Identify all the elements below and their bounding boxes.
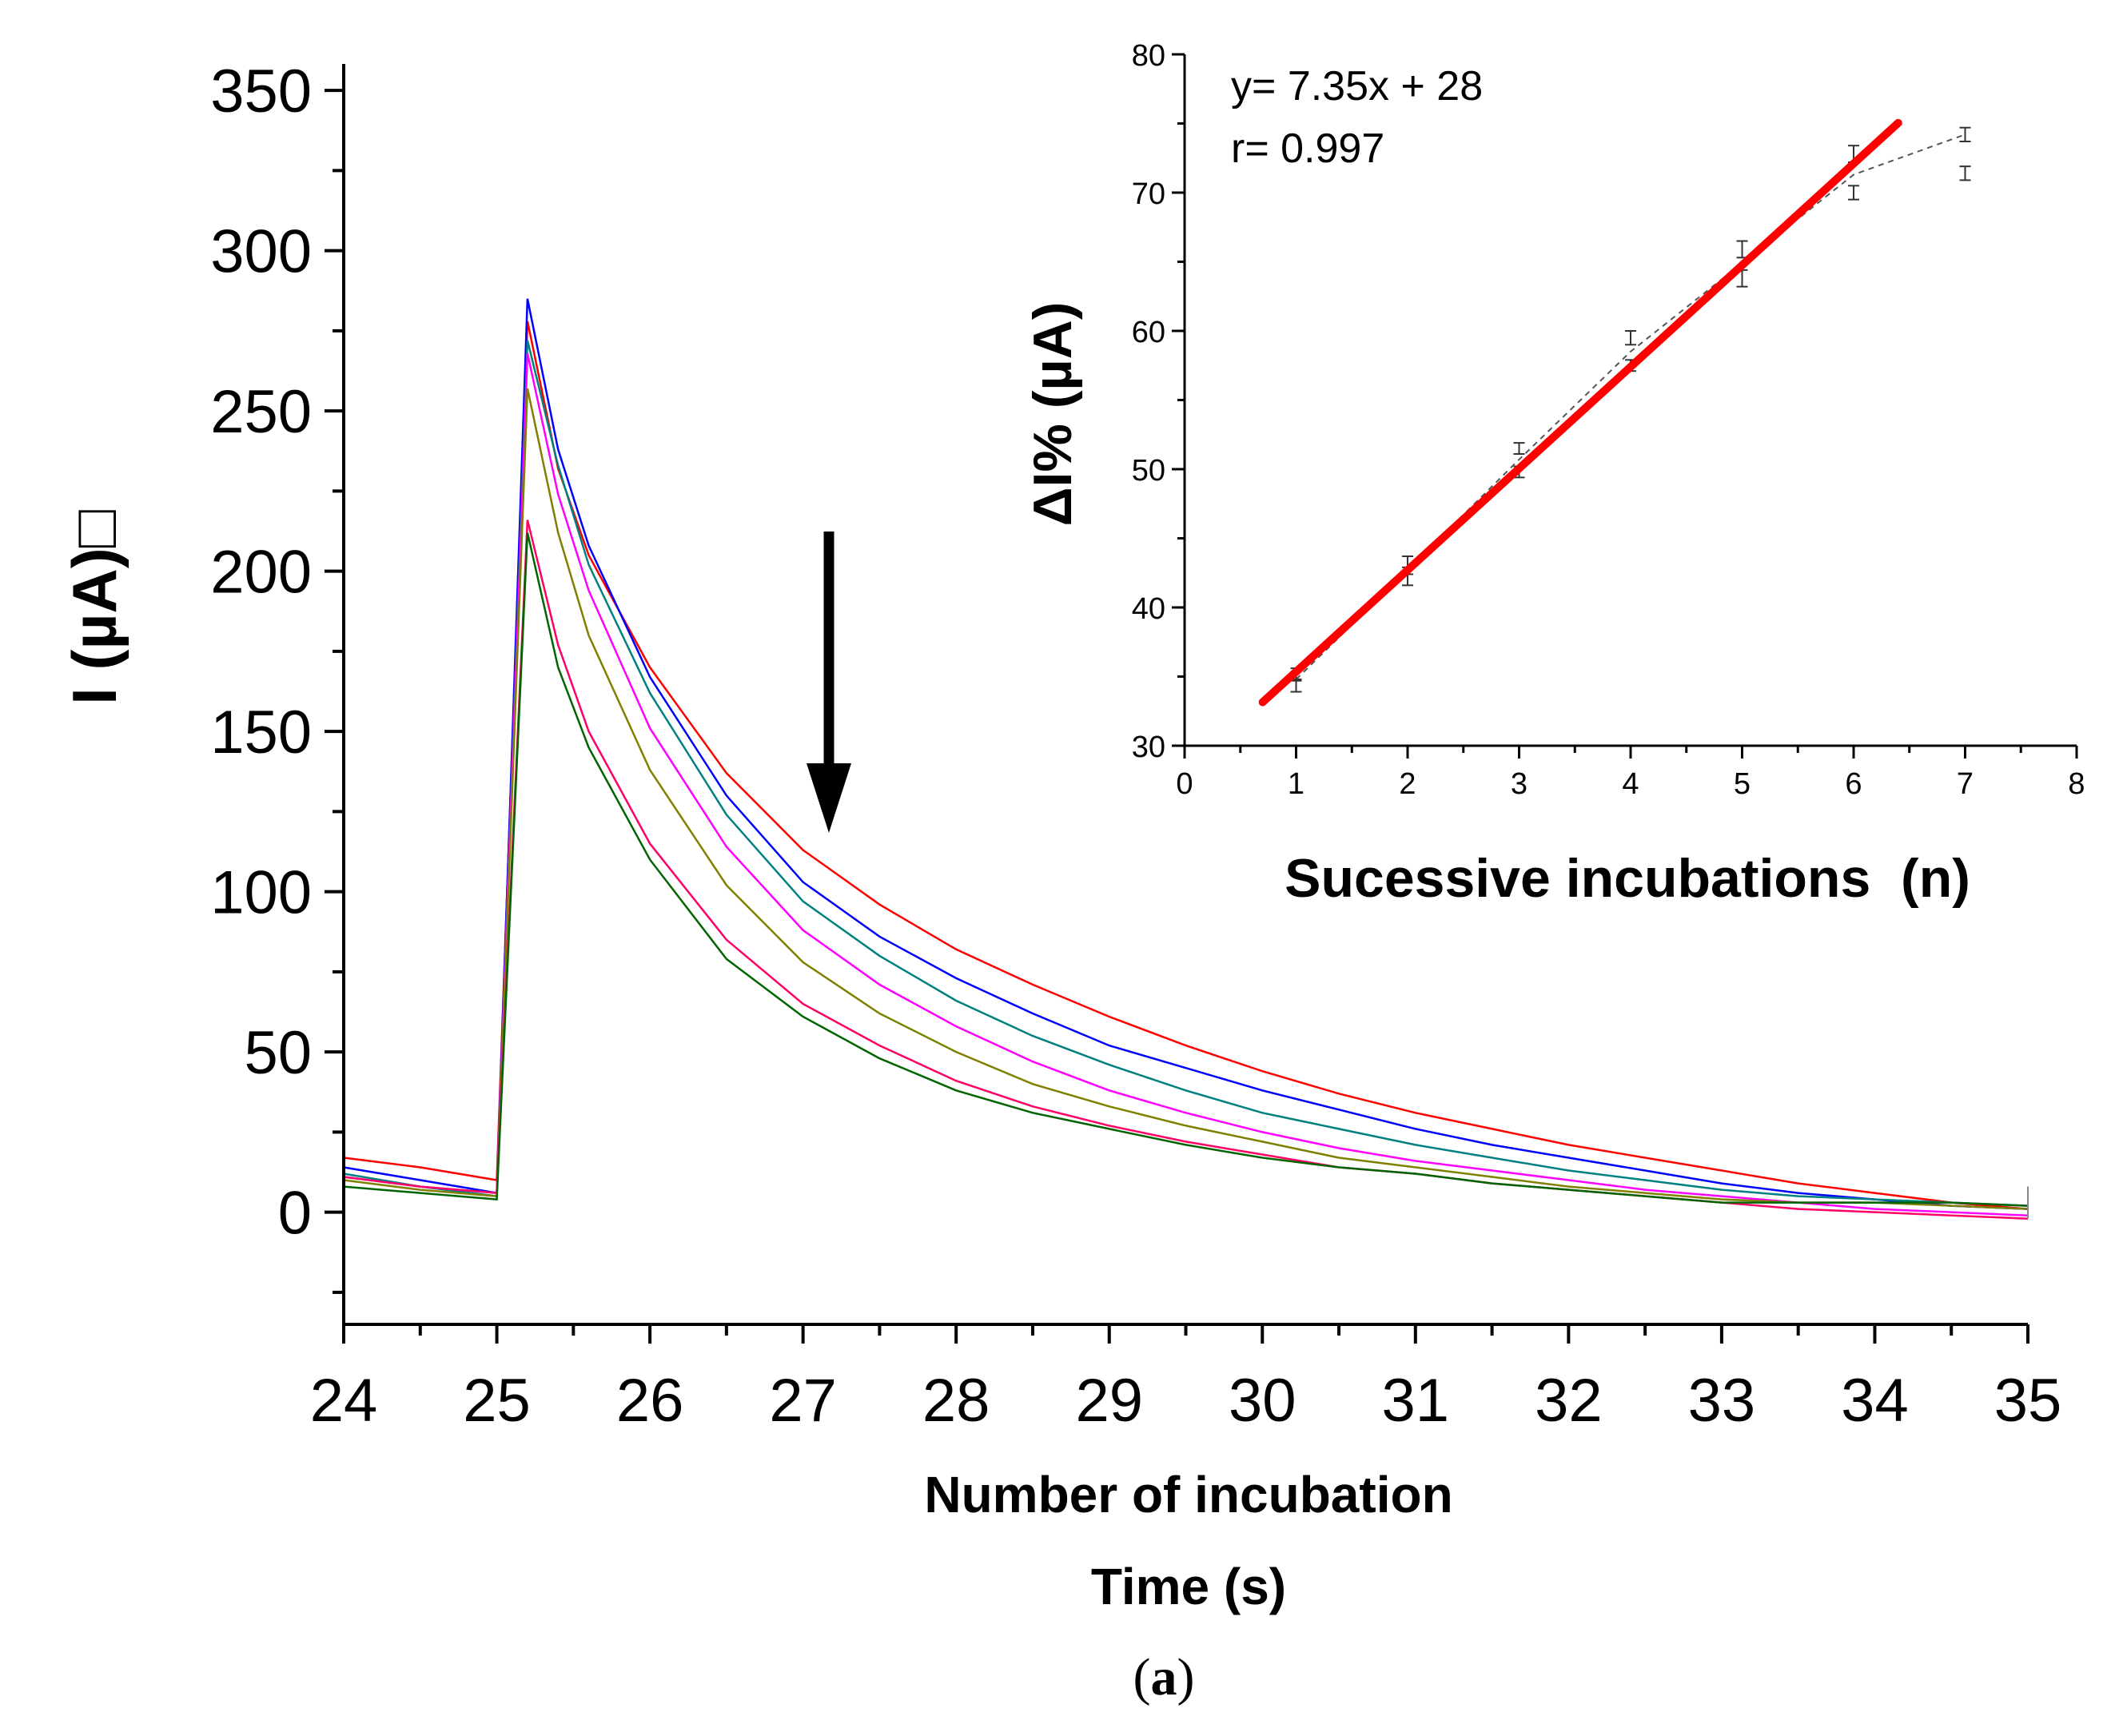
inset-x-tick-label: 4 [1622,767,1639,801]
main-x-tick-label: 24 [310,1367,378,1435]
main-x-axis-title: Number of incubation [924,1466,1452,1523]
caption-open: ( [1133,1648,1151,1706]
inset-data-point [1513,442,1525,455]
main-y-tick-label: 350 [210,58,312,125]
caption-close: ) [1177,1648,1195,1706]
inset-x-tick-label: 1 [1288,767,1304,801]
inset-data-point [1848,185,1859,201]
inset-x-tick-label: 3 [1511,767,1528,801]
inset-data-point [1290,679,1302,693]
inset-y-tick-label: 40 [1132,592,1165,626]
inset-x-tick-label: 8 [2068,767,2085,801]
inset-data-point [1736,240,1748,259]
main-series-line-7 [343,532,2029,1207]
inset-x-tick-label: 2 [1399,767,1416,801]
inset-y-tick-label: 60 [1132,316,1165,349]
main-y-tick-label: 200 [210,539,312,607]
figure-caption: (a) [1133,1648,1195,1706]
inset-x-tick-label: 6 [1845,767,1862,801]
caption-letter: a [1151,1648,1177,1706]
inset-y-tick-label: 30 [1132,731,1165,764]
inset-y-axis-title: ΔI% (µA) [1022,302,1083,527]
inset-chart: 30 40 50 60 70 80 0 1 2 3 4 5 6 7 8 y= 7.35x + 28 r= 0… [1022,39,2085,909]
inset-y-tick-label: 50 [1132,454,1165,488]
main-series-line-2 [343,298,2029,1210]
main-x-axis-title-2: Time (s) [1091,1558,1286,1615]
main-x-tick-label: 33 [1688,1367,1756,1435]
inset-y-tick-label: 80 [1132,39,1165,73]
main-y-tick-label: 250 [210,378,312,446]
inset-x-axis-title: Sucessive incubations (n) [1285,848,1970,909]
inset-content [1258,118,1971,707]
main-series-group [343,298,2029,1220]
main-y-tick-label: 100 [210,859,312,927]
main-y-tick-label: 0 [278,1180,312,1248]
main-y-axis-title: I (µA)□ [59,510,129,705]
main-x-tick-label: 30 [1229,1367,1296,1435]
main-y-tick-label: 300 [210,218,312,286]
inset-dashed-trend-line [1295,133,1966,680]
fit-r-value: r= 0.997 [1231,125,1384,172]
down-arrow-annotation [807,532,851,833]
main-x-tick-label: 32 [1535,1367,1603,1435]
main-y-tick-label: 50 [244,1019,312,1087]
main-x-tick-label: 26 [616,1367,684,1435]
inset-data-point [1625,330,1636,346]
main-x-tick-label: 28 [922,1367,990,1435]
inset-data-point [1959,165,1971,181]
inset-x-tick-label: 0 [1176,767,1193,801]
main-x-tick-label: 27 [769,1367,837,1435]
main-series-line-4 [343,352,2029,1216]
inset-data-point [1959,126,1971,142]
main-series-line-5 [343,388,2029,1210]
inset-x-tick-label: 7 [1957,767,1974,801]
main-series-line-3 [343,340,2029,1207]
main-x-tick-label: 35 [1994,1367,2062,1435]
main-x-tick-label: 29 [1075,1367,1143,1435]
inset-fit-line [1258,118,1902,707]
main-y-tick-label: 150 [210,699,312,766]
inset-x-tick-label: 5 [1734,767,1751,801]
inset-y-tick-label: 70 [1132,177,1165,211]
main-x-tick-label: 34 [1841,1367,1909,1435]
fit-equation: y= 7.35x + 28 [1231,63,1483,109]
inset-axes: 30 40 50 60 70 80 0 1 2 3 4 5 6 7 8 [1132,39,2085,801]
main-x-tick-label: 31 [1382,1367,1450,1435]
main-x-tick-label: 25 [463,1367,531,1435]
